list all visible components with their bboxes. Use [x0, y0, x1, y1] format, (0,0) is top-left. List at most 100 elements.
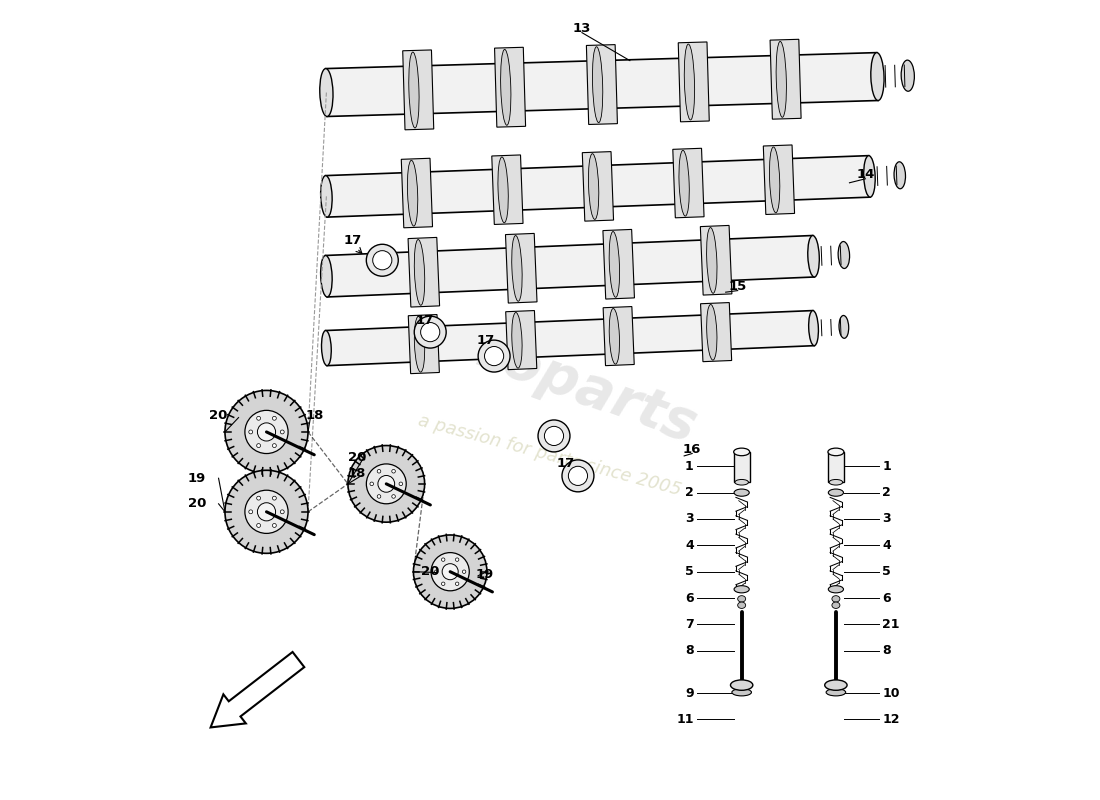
Circle shape [348, 446, 425, 522]
Ellipse shape [732, 689, 751, 696]
Text: 13: 13 [573, 22, 591, 35]
Ellipse shape [826, 689, 846, 696]
Polygon shape [408, 238, 440, 307]
Polygon shape [326, 235, 814, 297]
Text: 8: 8 [685, 644, 694, 658]
Text: 2: 2 [685, 486, 694, 499]
Circle shape [245, 490, 288, 534]
Circle shape [273, 496, 276, 500]
Ellipse shape [901, 60, 914, 91]
Circle shape [392, 494, 395, 498]
Ellipse shape [320, 255, 332, 297]
Ellipse shape [734, 489, 749, 496]
Polygon shape [586, 45, 617, 125]
Ellipse shape [734, 586, 749, 593]
Circle shape [434, 570, 438, 574]
Circle shape [378, 475, 395, 492]
Text: 15: 15 [728, 280, 747, 293]
Circle shape [420, 322, 440, 342]
Polygon shape [673, 148, 704, 218]
Circle shape [484, 346, 504, 366]
Ellipse shape [825, 680, 847, 690]
Ellipse shape [407, 160, 418, 226]
Ellipse shape [609, 309, 619, 364]
Polygon shape [506, 234, 537, 303]
Ellipse shape [588, 154, 598, 219]
Text: 19: 19 [475, 567, 494, 581]
Text: 2: 2 [882, 486, 891, 499]
Bar [828, 452, 844, 482]
Text: 6: 6 [685, 591, 694, 605]
Circle shape [280, 510, 284, 514]
Ellipse shape [828, 448, 844, 456]
Ellipse shape [807, 235, 820, 277]
Text: 3: 3 [685, 513, 694, 526]
Ellipse shape [738, 602, 746, 609]
Circle shape [392, 470, 395, 473]
Polygon shape [701, 226, 732, 295]
Circle shape [273, 444, 276, 447]
Circle shape [455, 582, 459, 586]
FancyArrow shape [210, 652, 305, 727]
Text: 16: 16 [683, 443, 702, 456]
Polygon shape [679, 42, 710, 122]
Polygon shape [770, 39, 801, 119]
Polygon shape [402, 158, 432, 228]
Text: 1: 1 [685, 460, 694, 473]
Ellipse shape [415, 239, 425, 306]
Ellipse shape [770, 147, 780, 213]
Ellipse shape [828, 489, 844, 496]
Ellipse shape [500, 50, 510, 126]
Circle shape [366, 244, 398, 276]
Text: 14: 14 [856, 168, 875, 182]
Polygon shape [506, 310, 537, 370]
Text: 18: 18 [305, 410, 323, 422]
Ellipse shape [730, 680, 752, 690]
Circle shape [478, 340, 510, 372]
Text: 3: 3 [882, 513, 891, 526]
Ellipse shape [832, 602, 840, 609]
Circle shape [249, 510, 253, 514]
Text: 5: 5 [685, 566, 694, 578]
Ellipse shape [808, 310, 818, 346]
Ellipse shape [738, 596, 746, 602]
Text: 9: 9 [685, 686, 694, 699]
Ellipse shape [839, 315, 849, 338]
Ellipse shape [321, 330, 331, 366]
Ellipse shape [734, 448, 750, 456]
Ellipse shape [838, 242, 849, 269]
Circle shape [366, 464, 406, 504]
Ellipse shape [828, 586, 844, 593]
Text: 19: 19 [188, 472, 206, 485]
Ellipse shape [832, 596, 840, 602]
Polygon shape [763, 145, 794, 214]
Circle shape [431, 553, 470, 591]
Text: 6: 6 [882, 591, 891, 605]
Ellipse shape [871, 53, 884, 101]
Circle shape [256, 523, 261, 527]
Polygon shape [326, 53, 878, 117]
Circle shape [273, 523, 276, 527]
Ellipse shape [684, 44, 694, 120]
Circle shape [256, 416, 261, 420]
Circle shape [280, 430, 284, 434]
Text: 17: 17 [343, 234, 362, 246]
Circle shape [249, 430, 253, 434]
Text: a passion for parts since 2005: a passion for parts since 2005 [417, 412, 683, 500]
Text: 12: 12 [882, 713, 900, 726]
Text: 21: 21 [882, 618, 900, 631]
Ellipse shape [609, 231, 619, 298]
Circle shape [257, 502, 276, 521]
Bar [734, 452, 750, 482]
Ellipse shape [593, 46, 603, 122]
Text: 5: 5 [882, 566, 891, 578]
Circle shape [544, 426, 563, 446]
Circle shape [257, 423, 276, 441]
Circle shape [245, 410, 288, 454]
Polygon shape [495, 47, 526, 127]
Text: 17: 17 [416, 314, 433, 326]
Text: 17: 17 [477, 334, 495, 346]
Text: 4: 4 [685, 539, 694, 552]
Text: 17: 17 [557, 458, 575, 470]
Text: 20: 20 [421, 566, 439, 578]
